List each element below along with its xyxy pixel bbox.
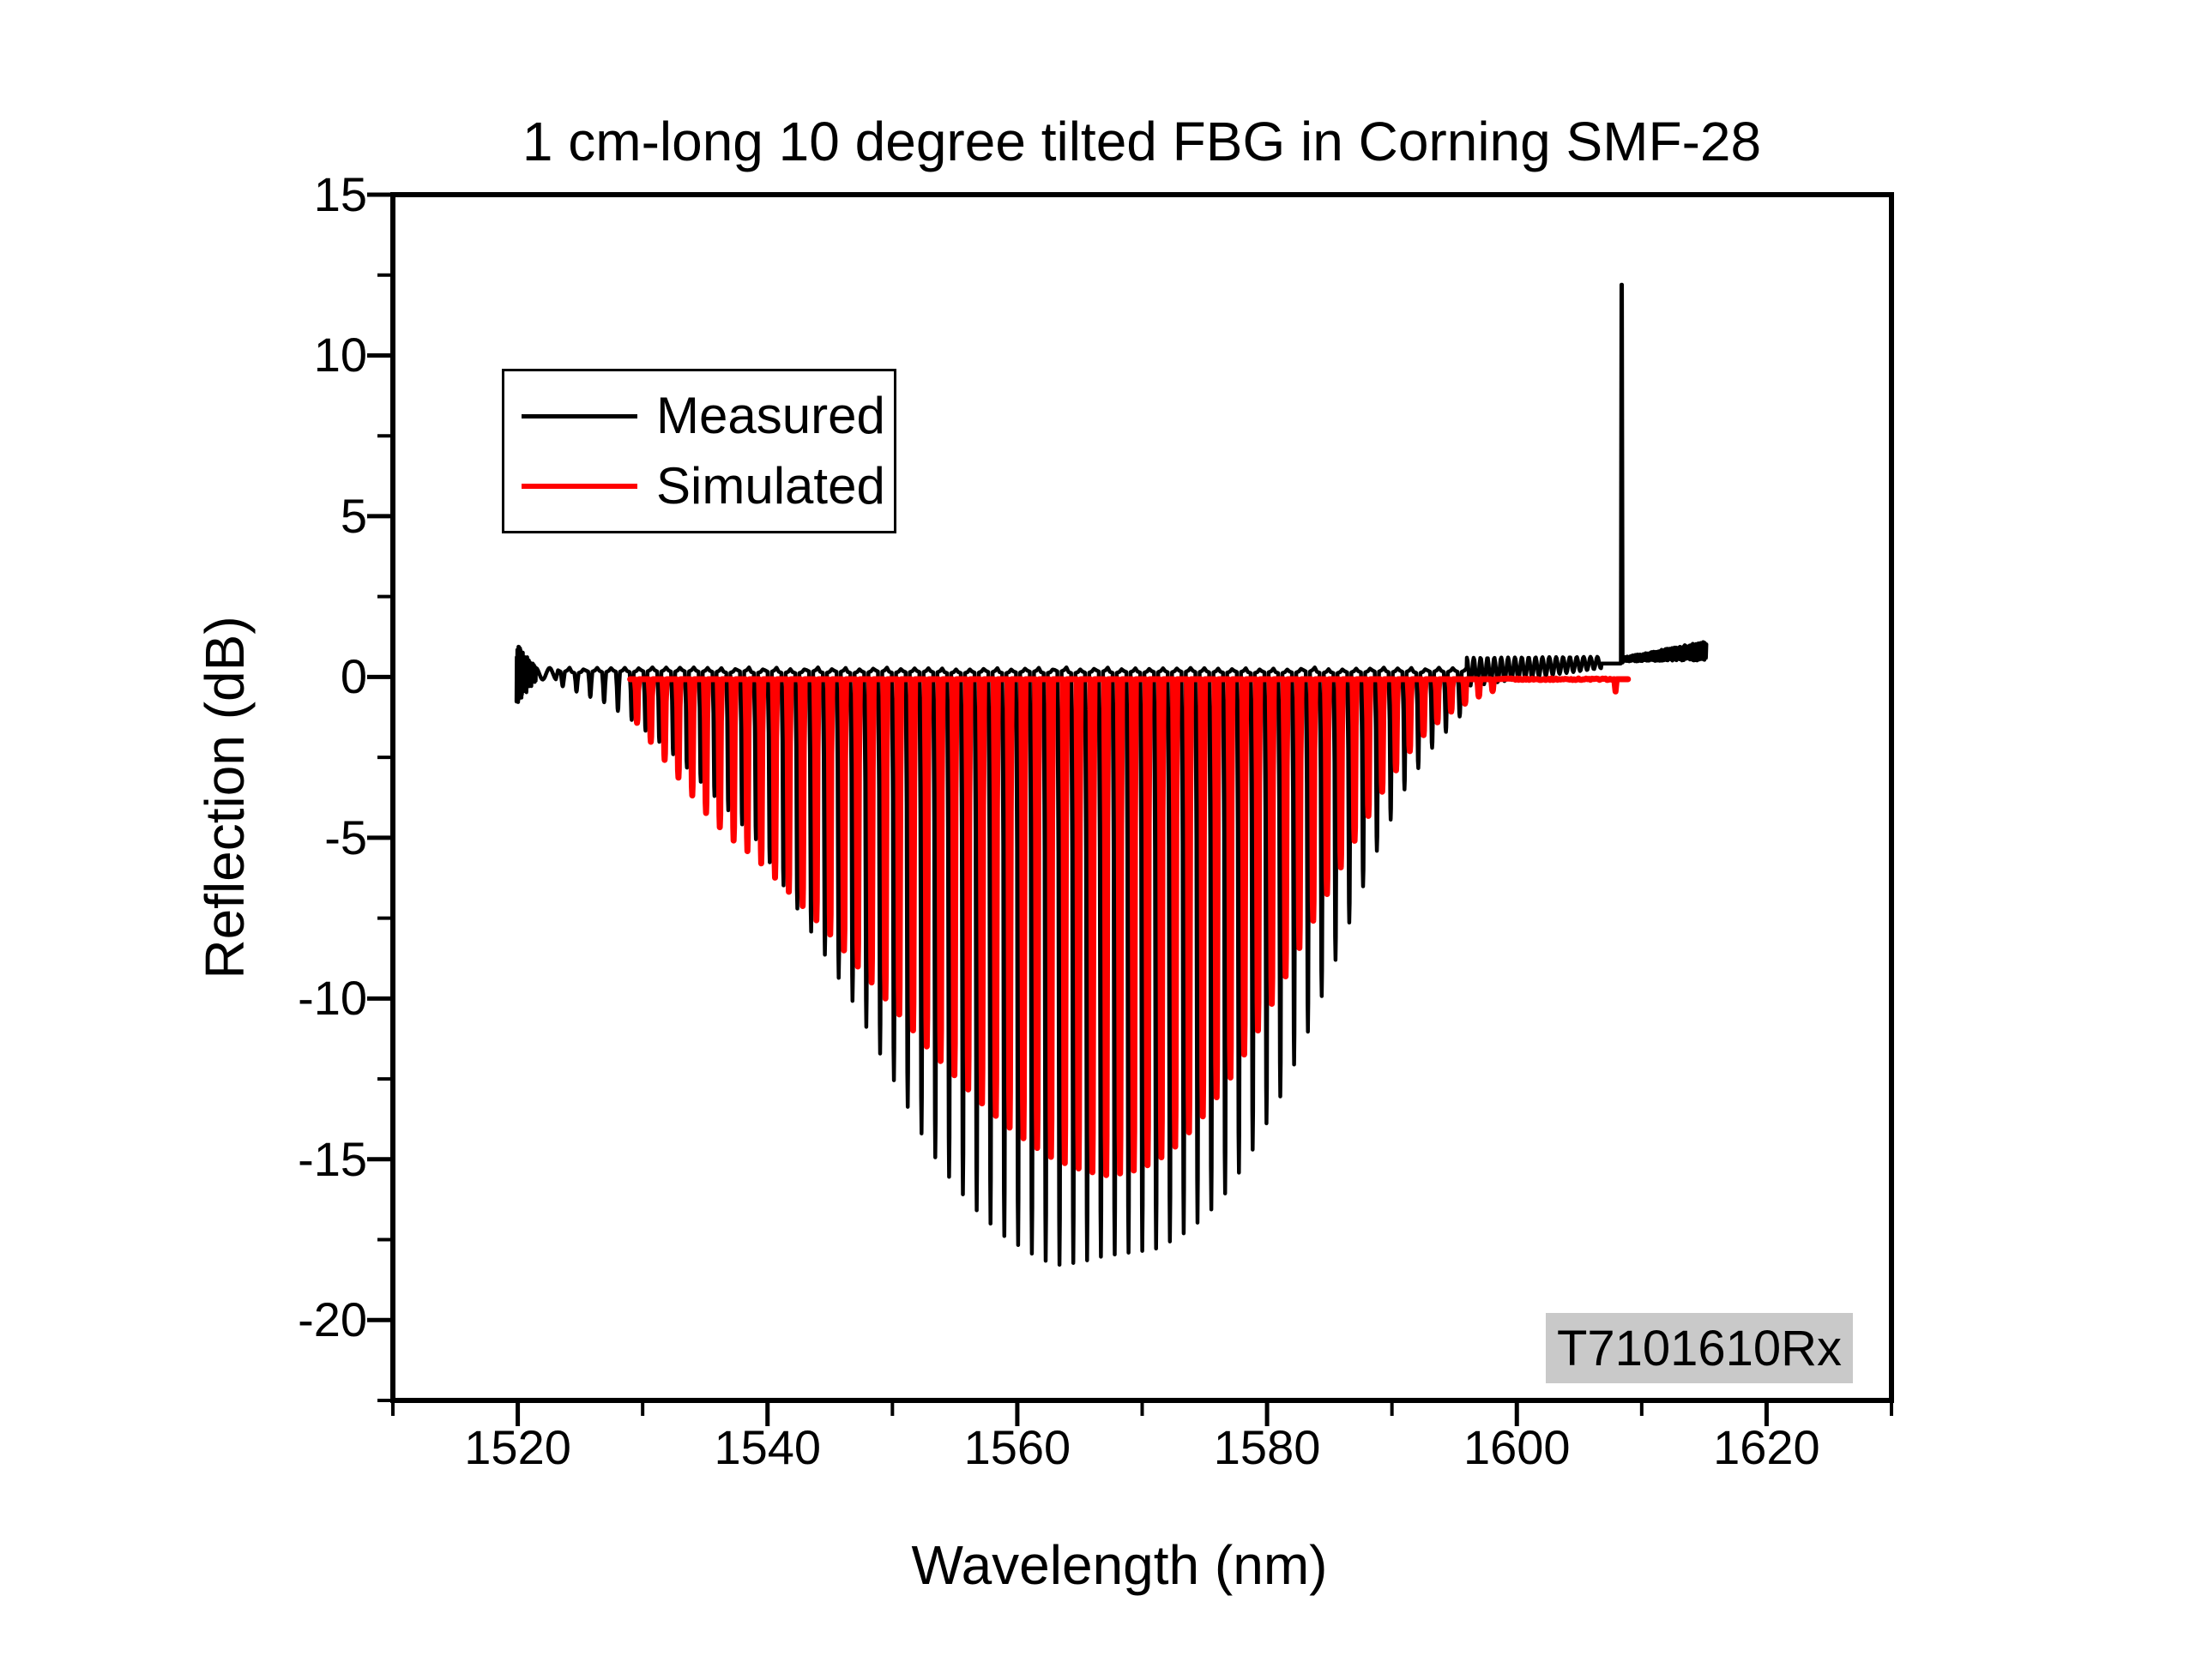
y-tick-label: 10 [313, 328, 367, 382]
y-tick-label: -10 [298, 971, 367, 1026]
x-tick-label: 1540 [714, 1420, 822, 1474]
y-tick-label: 0 [340, 649, 367, 704]
legend-label-measured: Measured [656, 387, 885, 444]
x-tick-label: 1520 [464, 1420, 571, 1474]
y-tick-label: 5 [340, 488, 367, 543]
simulated-line-swatch [522, 484, 637, 489]
x-tick-label: 1560 [963, 1420, 1071, 1474]
x-tick-label: 1620 [1713, 1420, 1820, 1474]
x-tick-label: 1600 [1463, 1420, 1571, 1474]
legend-item-measured: Measured [504, 390, 894, 442]
legend-label-simulated: Simulated [656, 457, 885, 515]
legend: Measured Simulated [502, 369, 896, 533]
measured-line-swatch [522, 413, 637, 418]
y-tick-label: -20 [298, 1292, 367, 1347]
legend-item-simulated: Simulated [504, 461, 894, 512]
y-tick-label: -15 [298, 1131, 367, 1186]
chart-title: 1 cm-long 10 degree tilted FBG in Cornin… [522, 111, 1762, 172]
y-tick-label: -5 [324, 810, 367, 864]
annotation-box: T7101610Rx [1546, 1313, 1853, 1383]
x-axis-title: Wavelength (nm) [911, 1534, 1328, 1596]
x-tick-label: 1580 [1213, 1420, 1321, 1474]
y-tick-label: 15 [313, 167, 367, 221]
